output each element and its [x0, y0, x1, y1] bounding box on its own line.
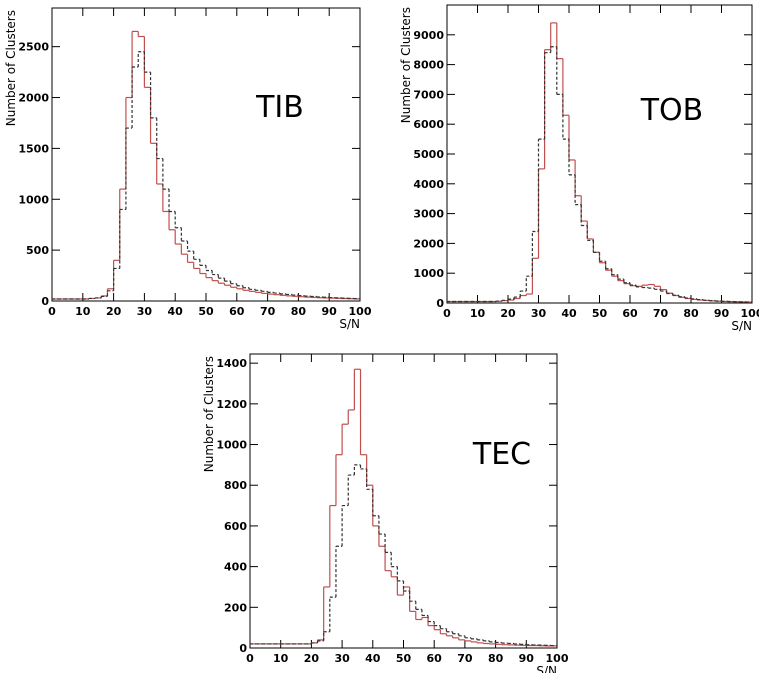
x-tick-label: 70: [457, 652, 473, 665]
x-tick-label: 20: [106, 305, 122, 318]
y-tick-label: 2000: [18, 92, 49, 105]
panel-label: TIB: [255, 90, 304, 125]
y-tick-label: 5000: [413, 148, 444, 161]
x-tick-label: 90: [714, 307, 730, 320]
x-tick-label: 30: [531, 307, 547, 320]
panel: 0 500 1000 1500 2000 2500 0 10 20 30 40 50 60 70 80 90 1…: [4, 7, 372, 331]
y-axis-label: Number of Clusters: [399, 7, 413, 123]
x-tick-label: 80: [291, 305, 307, 318]
y-tick-label: 800: [224, 479, 247, 492]
y-tick-label: 3000: [413, 208, 444, 221]
x-tick-label: 40: [168, 305, 184, 318]
x-tick-label: 0: [48, 305, 56, 318]
x-tick-label: 90: [322, 305, 338, 318]
y-tick-label: 500: [26, 244, 49, 257]
y-tick-label: 1000: [413, 267, 444, 280]
y-tick-label: 1200: [216, 398, 247, 411]
y-tick-label: 1000: [216, 439, 247, 452]
y-axis-label: Number of Clusters: [202, 356, 216, 472]
x-tick-label: 100: [349, 305, 372, 318]
x-tick-label: 40: [561, 307, 577, 320]
x-tick-label: 50: [198, 305, 214, 318]
x-tick-label: 90: [519, 652, 535, 665]
x-tick-label: 80: [683, 307, 699, 320]
x-tick-label: 100: [546, 652, 569, 665]
x-tick-label: 0: [246, 652, 254, 665]
x-tick-label: 60: [229, 305, 245, 318]
x-tick-label: 10: [470, 307, 486, 320]
y-tick-label: 2500: [18, 41, 49, 54]
y-tick-label: 0: [436, 297, 444, 310]
x-tick-label: 10: [273, 652, 289, 665]
y-tick-label: 600: [224, 520, 247, 533]
x-axis-label: S/N: [731, 319, 752, 333]
x-tick-label: 30: [334, 652, 350, 665]
x-tick-label: 100: [741, 307, 759, 320]
y-tick-label: 7000: [413, 88, 444, 101]
x-axis-label: S/N: [536, 664, 557, 673]
y-tick-label: 9000: [413, 29, 444, 42]
panel: 0 200 400 600 800 1000 1200 1400 0 10 20 30 40 50 60 70…: [202, 353, 569, 673]
plot-frame: [51, 7, 361, 302]
x-tick-label: 10: [75, 305, 91, 318]
y-tick-label: 8000: [413, 59, 444, 72]
panel-label: TOB: [640, 93, 704, 128]
x-tick-label: 50: [396, 652, 412, 665]
panel-label: TEC: [472, 437, 531, 472]
x-tick-label: 60: [622, 307, 638, 320]
y-tick-label: 200: [224, 601, 247, 614]
y-tick-label: 2000: [413, 237, 444, 250]
x-tick-label: 70: [260, 305, 276, 318]
x-tick-label: 40: [365, 652, 381, 665]
y-tick-label: 4000: [413, 178, 444, 191]
y-tick-label: 400: [224, 561, 247, 574]
y-tick-label: 1500: [18, 142, 49, 155]
x-tick-label: 60: [427, 652, 443, 665]
x-tick-label: 70: [653, 307, 669, 320]
y-tick-label: 0: [239, 642, 247, 655]
x-tick-label: 50: [592, 307, 608, 320]
y-tick-label: 0: [41, 295, 49, 308]
x-tick-label: 80: [488, 652, 504, 665]
x-tick-label: 0: [443, 307, 451, 320]
x-axis-label: S/N: [339, 317, 360, 331]
panel: 0 1000 2000 3000 4000 5000 6000 7000 8000 9000 0 10…: [399, 4, 759, 333]
y-tick-label: 1400: [216, 357, 247, 370]
y-tick-label: 1000: [18, 193, 49, 206]
y-axis-label: Number of Clusters: [4, 10, 18, 126]
x-tick-label: 20: [304, 652, 320, 665]
x-tick-label: 20: [500, 307, 516, 320]
y-tick-label: 6000: [413, 118, 444, 131]
x-tick-label: 30: [137, 305, 153, 318]
plot-frame: [249, 353, 558, 649]
